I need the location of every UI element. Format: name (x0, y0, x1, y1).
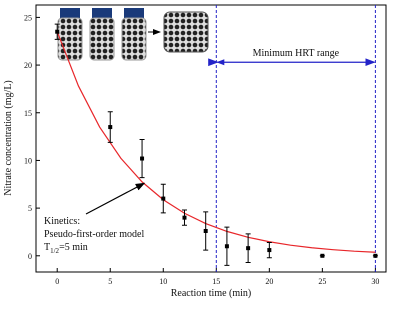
annotation-text: =5 min (59, 242, 88, 253)
y-tick-label: 20 (24, 61, 32, 70)
range-arrow-head (216, 59, 225, 66)
marker (108, 125, 113, 130)
marker (373, 253, 378, 258)
data-point (224, 226, 230, 266)
bottles-image (57, 8, 209, 61)
data-point (181, 209, 187, 226)
x-axis-title: Reaction time (min) (171, 288, 252, 299)
marker (246, 246, 251, 251)
data-point (266, 241, 272, 259)
marker (140, 156, 145, 161)
y-tick-label: 5 (28, 204, 32, 213)
marker (55, 29, 60, 34)
y-tick-label: 15 (24, 109, 32, 118)
data-point (203, 211, 209, 251)
x-tick-label: 25 (318, 277, 326, 286)
data-point (372, 253, 378, 258)
annotation-arrow (85, 182, 146, 215)
marker (320, 253, 325, 258)
data-point (319, 253, 325, 258)
marker (182, 215, 187, 220)
annotation-line: Pseudo-first-order model (44, 229, 144, 240)
marker (203, 228, 208, 233)
data-point (139, 138, 145, 179)
marker (161, 196, 166, 201)
data-point (54, 23, 60, 40)
y-tick-label: 0 (28, 252, 32, 261)
plot-frame (35, 4, 387, 273)
data-point (160, 183, 166, 214)
annotation-line: Kinetics: (44, 216, 80, 227)
x-tick-label: 30 (371, 277, 379, 286)
range-label: Minimum HRT range (253, 48, 340, 59)
x-tick-label: 15 (212, 277, 220, 286)
y-axis-title: Nitrate concentration (mg/L) (3, 80, 14, 196)
y-tick-label: 25 (24, 13, 32, 22)
data-point (107, 111, 113, 143)
data-point (245, 233, 251, 263)
marker (267, 248, 272, 253)
x-tick-label: 10 (159, 277, 167, 286)
annotation-line: T1/2=5 min (44, 242, 88, 255)
annotation-subscript: 1/2 (50, 247, 59, 255)
x-tick-label: 20 (265, 277, 273, 286)
y-tick-label: 10 (24, 156, 32, 165)
annotation-symbol: T (44, 242, 50, 253)
x-tick-label: 0 (55, 277, 59, 286)
marker (224, 244, 229, 249)
x-tick-label: 5 (108, 277, 112, 286)
